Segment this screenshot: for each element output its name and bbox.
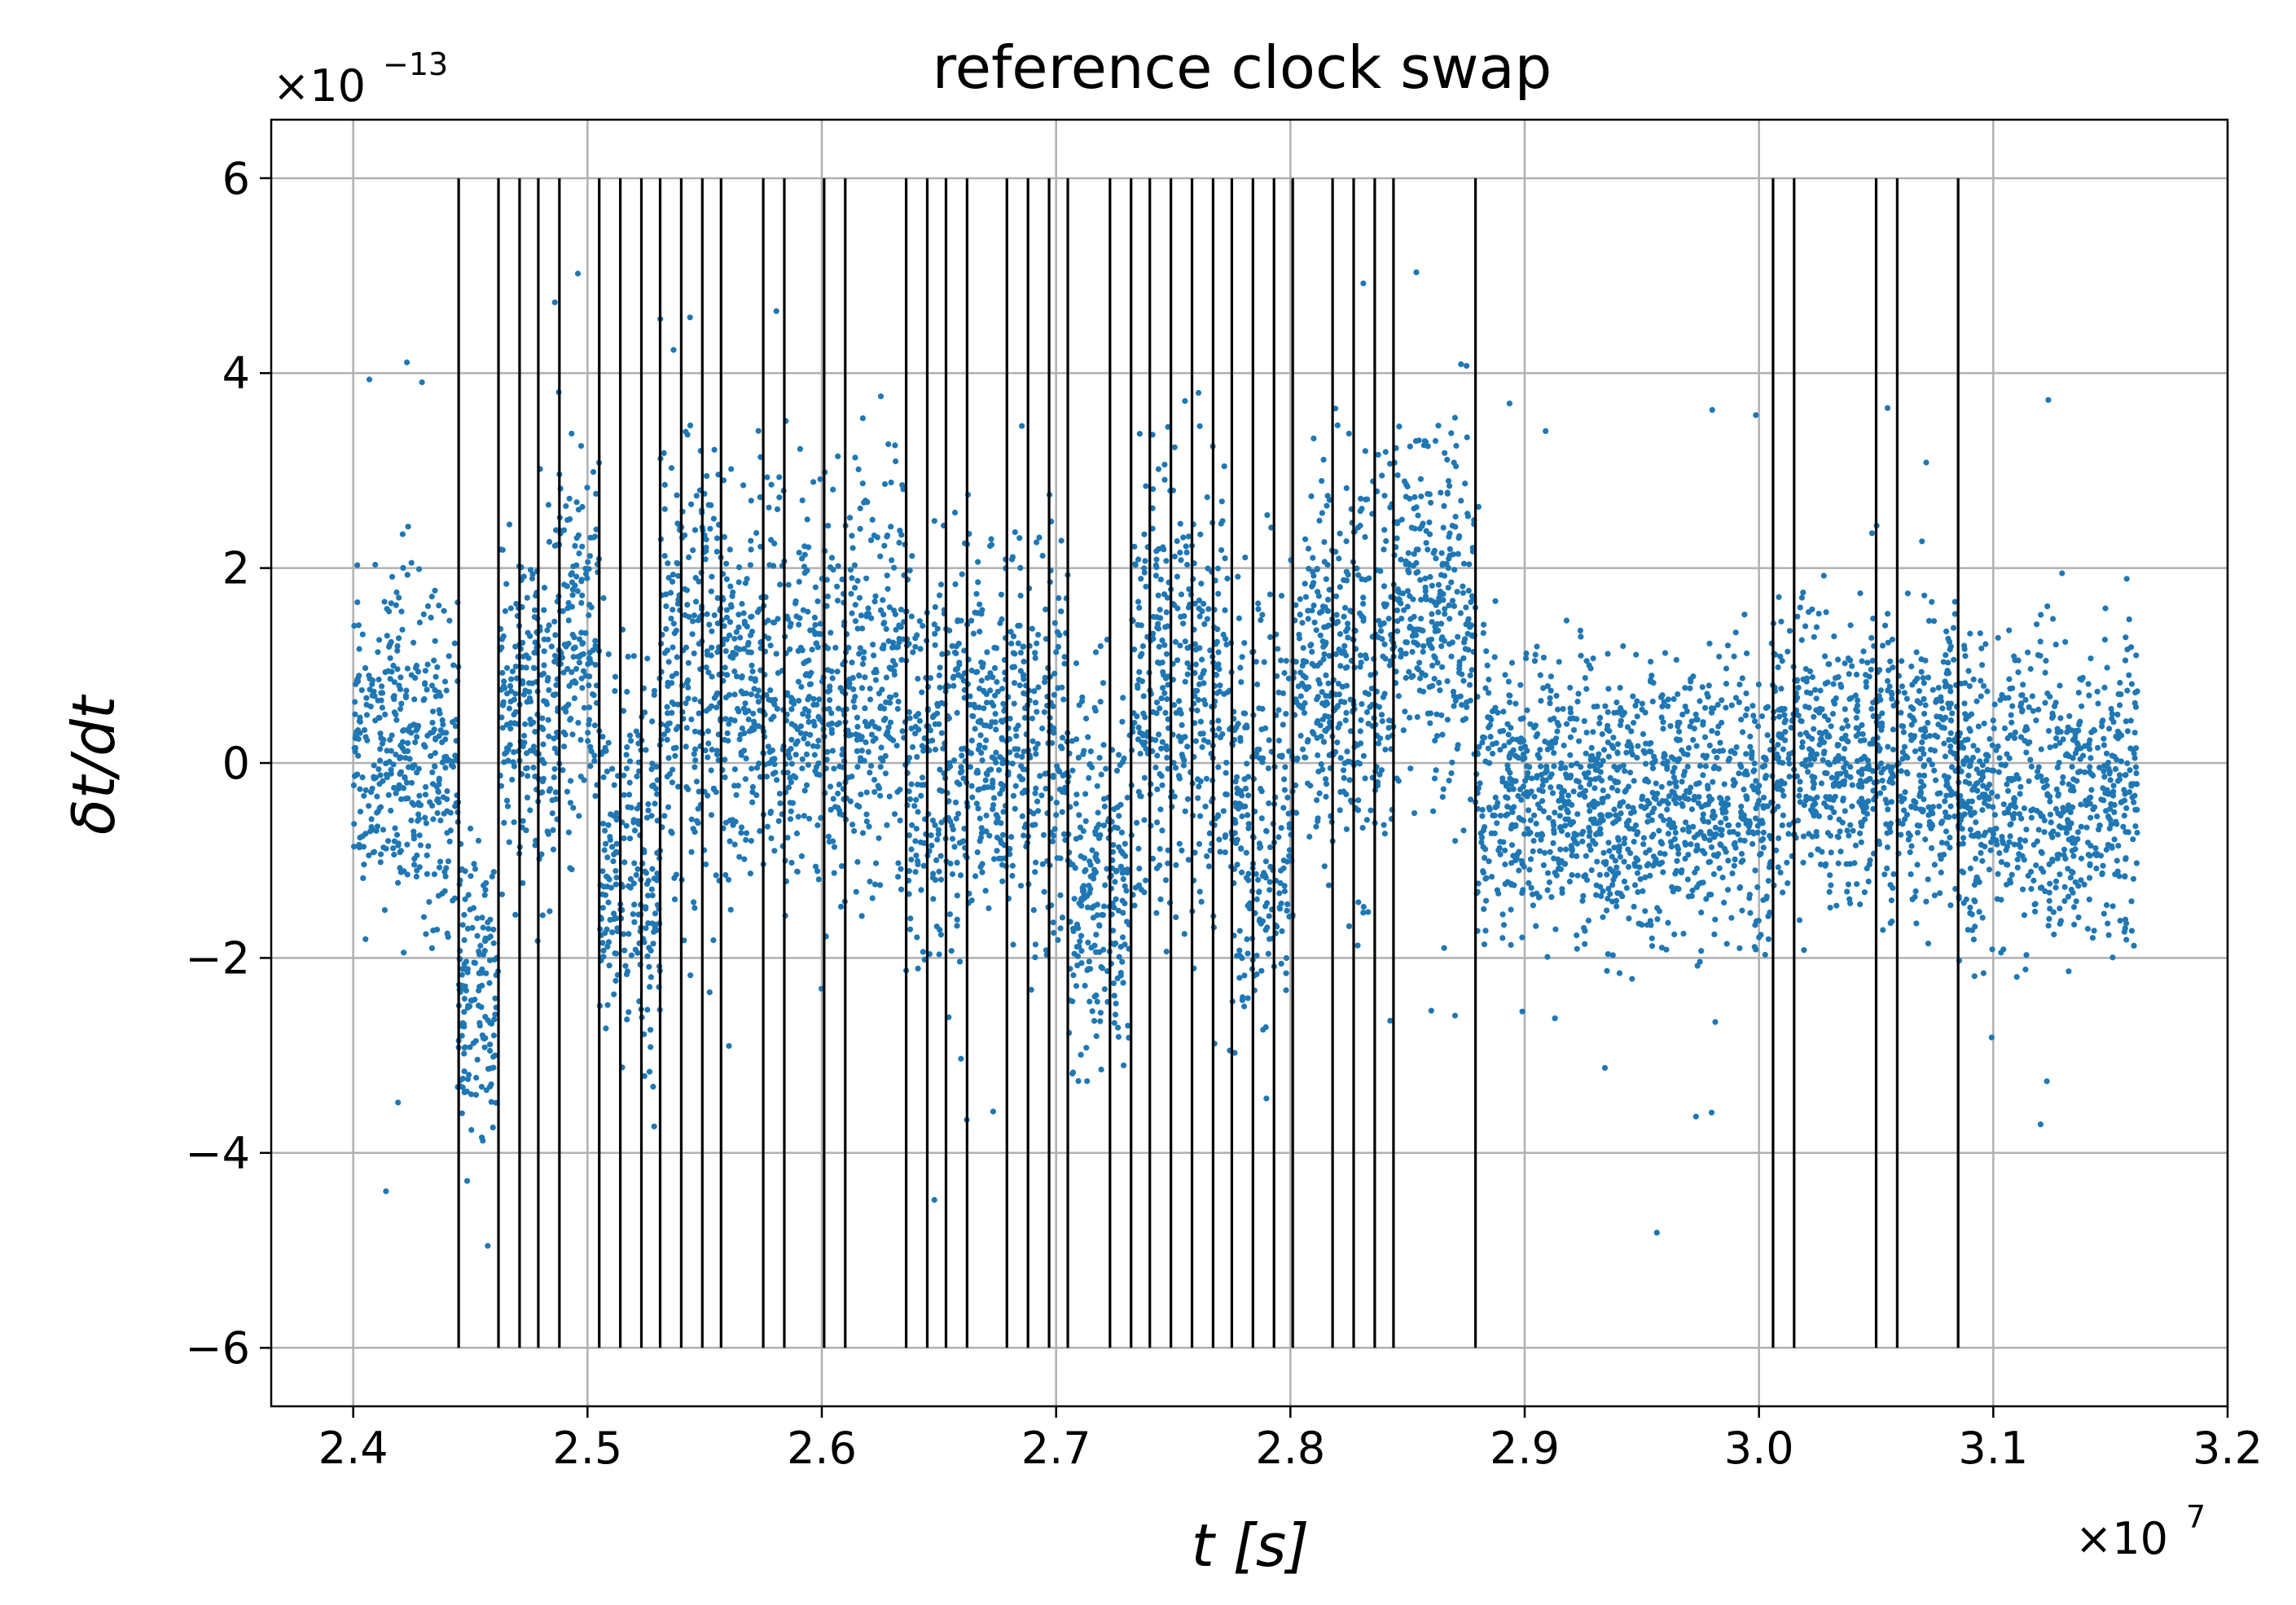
x-tick-label: 3.2	[2193, 1423, 2263, 1474]
y-tick-label: −4	[185, 1128, 250, 1179]
y-multiplier: ×10 −13	[273, 46, 448, 112]
y-tick-label: −6	[185, 1322, 250, 1374]
y-multiplier-exponent: −13	[383, 46, 448, 82]
y-multiplier-base: ×10	[273, 60, 366, 112]
vertical-lines	[457, 178, 1960, 1348]
x-tick-label: 2.7	[1021, 1423, 1091, 1474]
x-tick-label: 3.1	[1958, 1423, 2028, 1474]
x-tick-label: 2.4	[318, 1423, 389, 1474]
x-tick-label: 2.8	[1255, 1423, 1325, 1474]
x-multiplier: ×10 7	[2075, 1499, 2206, 1564]
y-tick-label: 2	[222, 543, 250, 594]
y-axis-label: δt/dt	[59, 694, 128, 835]
x-axis-ticks: 2.4 2.5 2.6 2.7 2.8 2.9 3.0 3.1 3.2	[318, 1406, 2263, 1474]
y-axis-ticks: −6 −4 −2 0 2 4 6	[185, 153, 271, 1374]
y-tick-label: −2	[185, 932, 250, 984]
x-multiplier-base: ×10	[2075, 1513, 2168, 1564]
plot-area	[270, 118, 2229, 1408]
x-tick-label: 2.6	[787, 1423, 857, 1474]
x-tick-label: 2.9	[1490, 1423, 1560, 1474]
y-tick-label: 6	[222, 153, 250, 204]
x-tick-label: 3.0	[1724, 1423, 1794, 1474]
y-tick-label: 4	[222, 348, 250, 399]
scatter-points	[350, 269, 2140, 1249]
x-axis-label: t [s]	[1192, 1511, 1310, 1580]
x-tick-label: 2.5	[552, 1423, 622, 1474]
scatter-points-cloud	[350, 269, 2140, 1249]
chart-title: reference clock swap	[933, 33, 1552, 102]
x-multiplier-exponent: 7	[2186, 1499, 2206, 1535]
y-tick-label: 0	[222, 738, 250, 789]
